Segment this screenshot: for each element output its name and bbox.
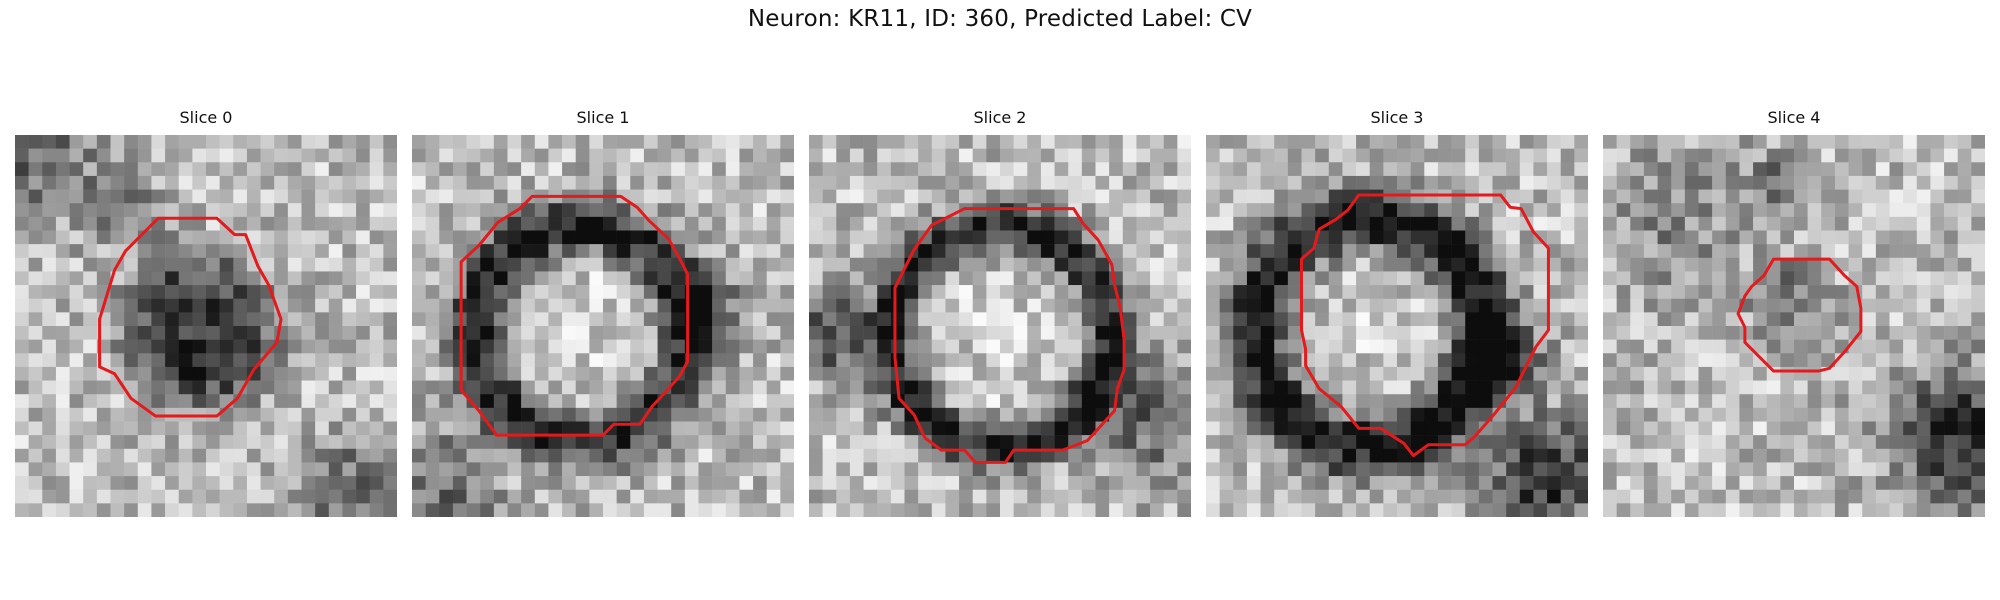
neuron-contour — [98, 216, 283, 418]
microscopy-slice-image — [412, 135, 794, 517]
neuron-contour — [1299, 193, 1550, 458]
pixel-grid — [412, 135, 794, 517]
microscopy-slice-image — [1603, 135, 1985, 517]
slice-panel-1: Slice 1 — [412, 108, 794, 517]
pixel-grid — [15, 135, 397, 517]
slice-panel-3: Slice 3 — [1206, 108, 1588, 517]
neuron-contour — [893, 207, 1126, 464]
slice-panel-4: Slice 4 — [1603, 108, 1985, 517]
slice-title: Slice 4 — [1767, 108, 1821, 127]
slice-panel-2: Slice 2 — [809, 108, 1191, 517]
figure-title: Neuron: KR11, ID: 360, Predicted Label: … — [747, 6, 1253, 32]
slice-title: Slice 1 — [576, 108, 630, 127]
pixel-grid — [809, 135, 1191, 517]
slice-panel-0: Slice 0 — [15, 108, 397, 517]
slice-title: Slice 0 — [179, 108, 233, 127]
slice-title: Slice 3 — [1370, 108, 1424, 127]
microscopy-slice-image — [15, 135, 397, 517]
slice-title: Slice 2 — [973, 108, 1027, 127]
pixel-grid — [1603, 135, 1985, 517]
microscopy-slice-image — [809, 135, 1191, 517]
neuron-contour — [1736, 257, 1863, 373]
neuron-contour — [459, 194, 690, 437]
microscopy-slice-image — [1206, 135, 1588, 517]
pixel-grid — [1206, 135, 1588, 517]
